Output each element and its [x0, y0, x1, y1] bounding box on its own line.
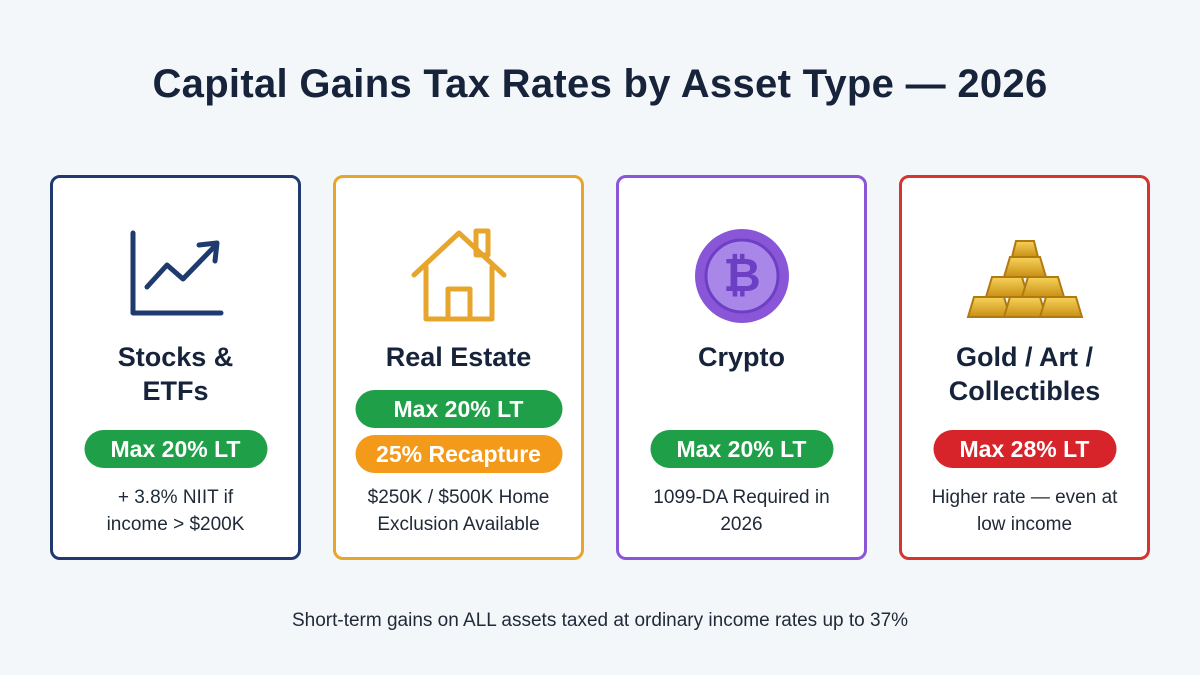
footnote: Short-term gains on ALL assets taxed at …	[291, 610, 909, 631]
card-title: Real Estate	[385, 342, 532, 372]
card-title: Stocks & ETFs	[117, 342, 234, 406]
card-note: + 3.8% NIIT if income > $200K	[106, 487, 245, 535]
svg-text:₿: ₿	[723, 249, 761, 301]
card-real-estate: Real Estate Max 20% LT 25% Recapture $25…	[333, 175, 584, 560]
house-icon	[336, 223, 581, 328]
page-title: Capital Gains Tax Rates by Asset Type — …	[152, 62, 1048, 106]
card-note: 1099-DA Required in 2026	[653, 487, 830, 535]
card-crypto: ₿ Crypto Max 20% LT 1099-DA Required in …	[616, 175, 867, 560]
trending-chart-icon	[53, 223, 298, 328]
rate-pill: Max 28% LT	[933, 430, 1116, 468]
rate-pill: Max 20% LT	[650, 430, 833, 468]
card-collectibles: Gold / Art / Collectibles Max 28% LT Hig…	[899, 175, 1150, 560]
card-title: Gold / Art / Collectibles	[948, 342, 1101, 406]
card-note: $250K / $500K Home Exclusion Available	[367, 487, 550, 535]
recapture-pill: 25% Recapture	[355, 435, 562, 473]
gold-bars-icon	[902, 223, 1147, 328]
card-stocks-etfs: Stocks & ETFs Max 20% LT + 3.8% NIIT if …	[50, 175, 301, 560]
card-note: Higher rate — even at low income	[931, 487, 1118, 535]
card-title: Crypto	[698, 342, 785, 372]
rate-pill: Max 20% LT	[355, 390, 562, 428]
rate-pill: Max 20% LT	[84, 430, 267, 468]
bitcoin-icon: ₿	[619, 223, 864, 328]
